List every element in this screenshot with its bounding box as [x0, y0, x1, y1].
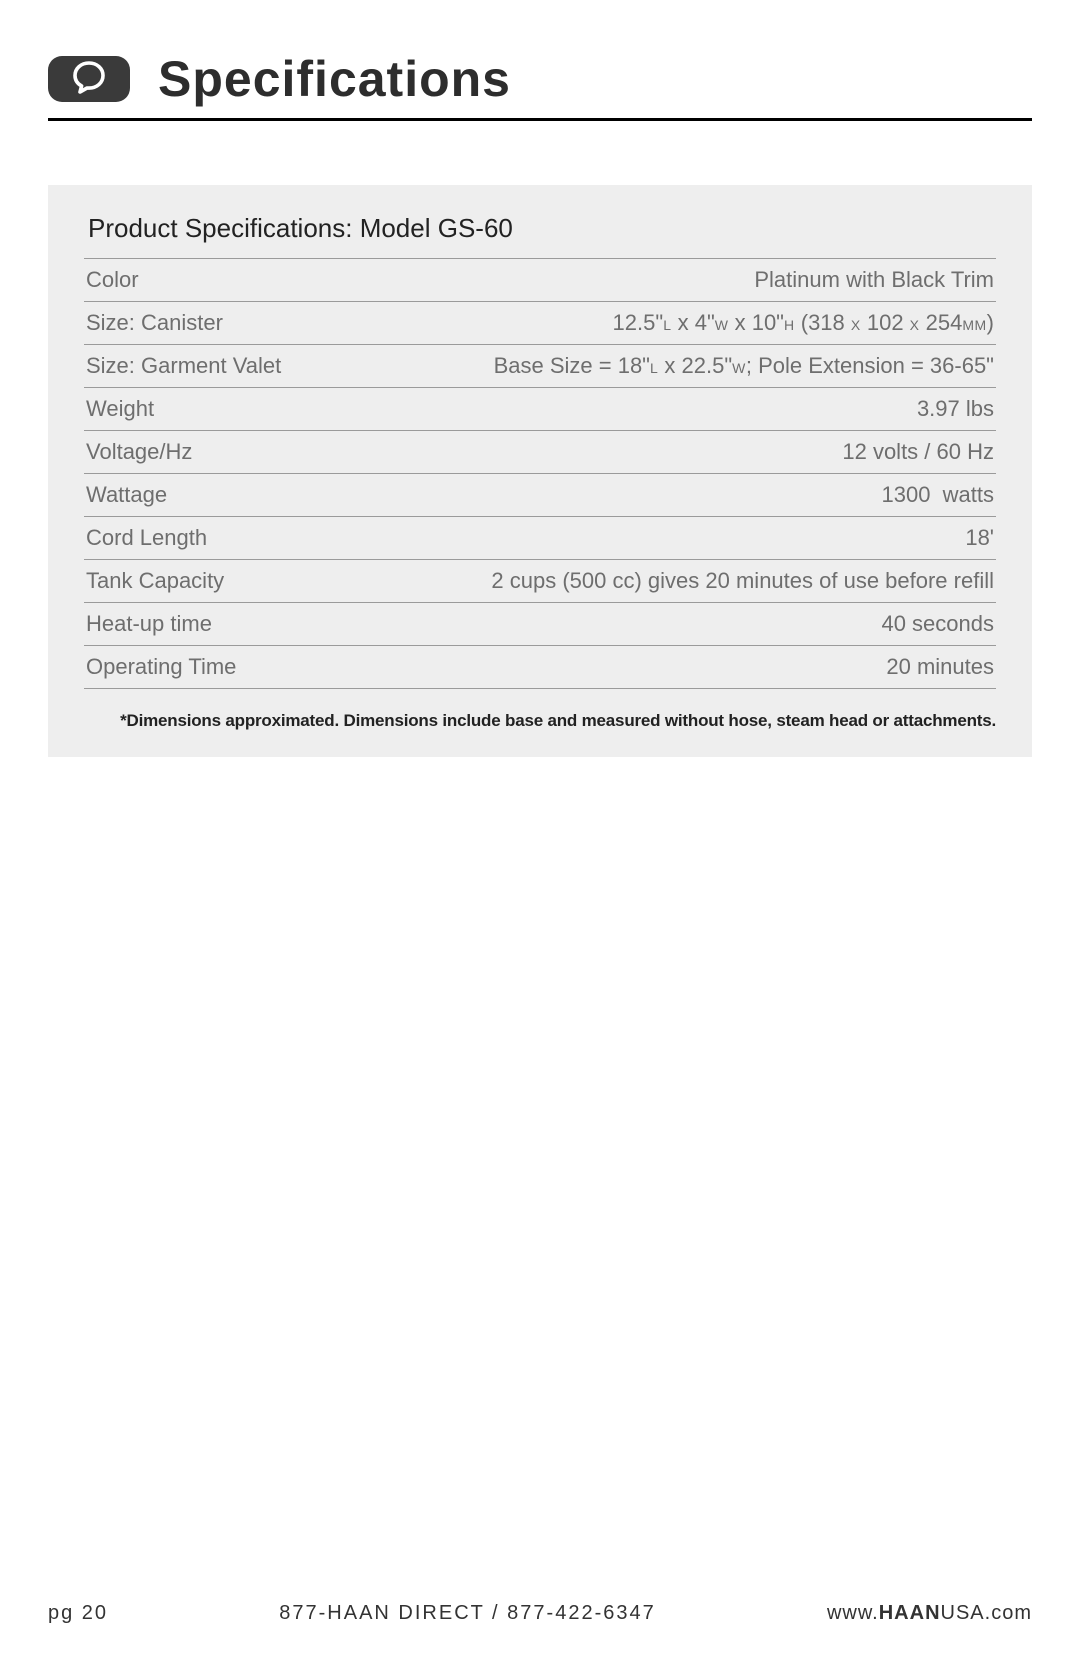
- spec-row: Color Platinum with Black Trim: [84, 258, 996, 301]
- spec-value: 12 volts / 60 Hz: [842, 439, 994, 465]
- spec-value: Base Size = 18"L x 22.5"W; Pole Extensio…: [494, 353, 994, 379]
- footer-page-number: pg 20: [48, 1602, 108, 1625]
- page-footer: pg 20 877-HAAN DIRECT / 877-422-6347 www…: [48, 1602, 1032, 1625]
- spec-label: Heat-up time: [86, 611, 212, 637]
- spec-card: Product Specifications: Model GS-60 Colo…: [48, 185, 1032, 757]
- spec-label: Size: Garment Valet: [86, 353, 281, 379]
- spec-label: Tank Capacity: [86, 568, 224, 594]
- spec-value: 2 cups (500 cc) gives 20 minutes of use …: [491, 568, 994, 594]
- page-title: Specifications: [158, 50, 511, 108]
- spec-label: Size: Canister: [86, 310, 223, 336]
- spec-label: Color: [86, 267, 139, 293]
- spec-row: Size: Garment Valet Base Size = 18"L x 22…: [84, 344, 996, 387]
- spec-label: Voltage/Hz: [86, 439, 192, 465]
- spec-value: Platinum with Black Trim: [754, 267, 994, 293]
- footer-url: www.HAANUSA.com: [827, 1602, 1032, 1625]
- spec-row: Weight 3.97 lbs: [84, 387, 996, 430]
- header-badge: [48, 56, 130, 102]
- spec-value: 40 seconds: [881, 611, 994, 637]
- spec-value: 18': [965, 525, 994, 551]
- spec-label: Wattage: [86, 482, 167, 508]
- spec-row: Heat-up time 40 seconds: [84, 602, 996, 645]
- spec-row: Voltage/Hz 12 volts / 60 Hz: [84, 430, 996, 473]
- spec-row: Operating Time 20 minutes: [84, 645, 996, 689]
- footer-url-bold: HAAN: [879, 1602, 941, 1624]
- spec-row: Wattage 1300 watts: [84, 473, 996, 516]
- spec-row: Tank Capacity 2 cups (500 cc) gives 20 mi…: [84, 559, 996, 602]
- spec-value: 3.97 lbs: [917, 396, 994, 422]
- footer-phone: 877-HAAN DIRECT / 877-422-6347: [279, 1602, 655, 1625]
- footer-url-suffix: USA.com: [941, 1602, 1032, 1624]
- spec-rows: Color Platinum with Black Trim Size: Canis…: [84, 258, 996, 689]
- spec-footnote: *Dimensions approximated. Dimensions inc…: [84, 711, 996, 731]
- spec-row: Cord Length 18': [84, 516, 996, 559]
- spec-label: Operating Time: [86, 654, 236, 680]
- spec-card-title: Product Specifications: Model GS-60: [84, 213, 996, 244]
- spec-value: 20 minutes: [886, 654, 994, 680]
- spec-value: 12.5"L x 4"W x 10"H (318 X 102 X 254MM): [613, 310, 994, 336]
- speech-bubble-icon: [71, 59, 107, 100]
- spec-label: Cord Length: [86, 525, 207, 551]
- spec-value: 1300 watts: [881, 482, 994, 508]
- spec-row: Size: Canister 12.5"L x 4"W x 10"H (318 X…: [84, 301, 996, 344]
- page-header: Specifications: [48, 50, 1032, 121]
- spec-label: Weight: [86, 396, 154, 422]
- footer-url-prefix: www.: [827, 1602, 879, 1624]
